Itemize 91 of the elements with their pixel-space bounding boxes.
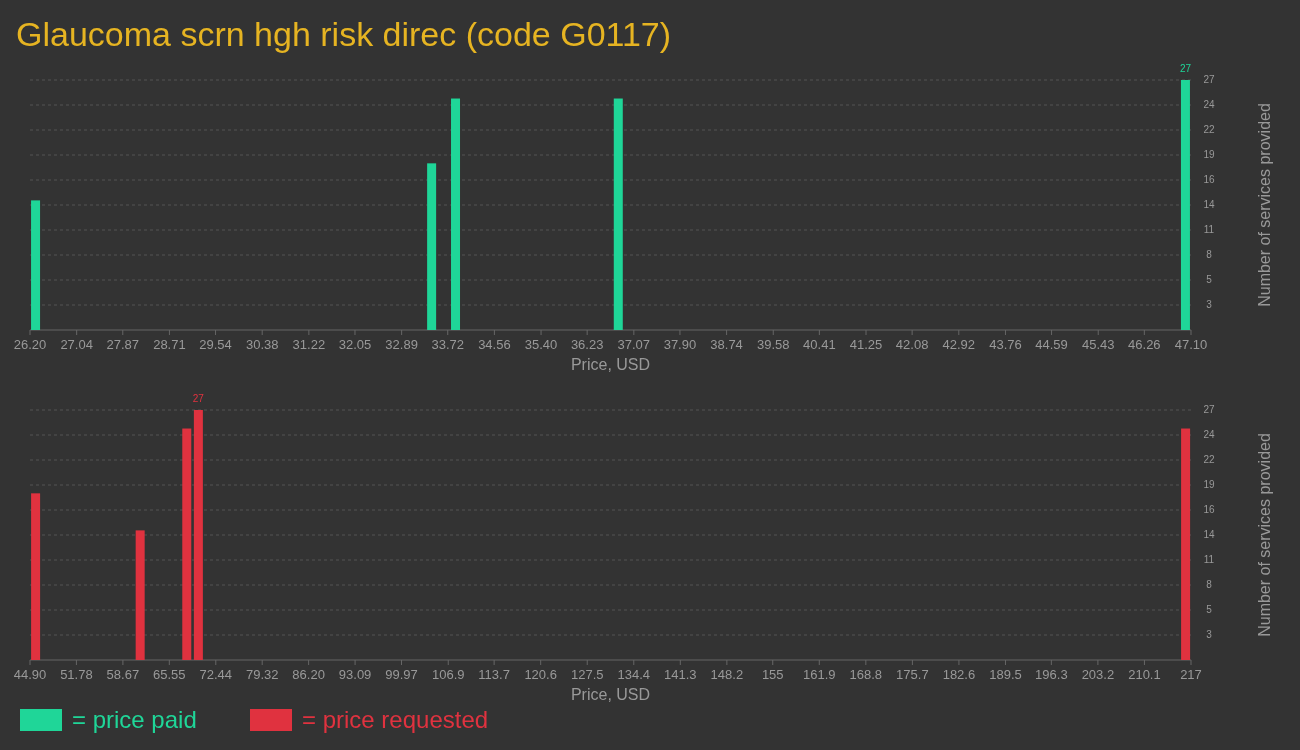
x-tick-label: 189.5	[989, 667, 1022, 682]
x-tick-label: 32.05	[338, 337, 372, 352]
x-tick-label: 196.3	[1035, 667, 1068, 682]
x-tick-label: 155	[761, 667, 784, 682]
y-tick-label: 8	[1206, 579, 1213, 590]
bar	[613, 98, 623, 330]
bar	[427, 163, 437, 330]
x-tick-label: 42.08	[895, 337, 929, 352]
x-tick-label: 65.55	[153, 667, 186, 682]
x-tick-label: 44.59	[1035, 337, 1068, 352]
y-tick-label: 14	[1203, 199, 1215, 210]
bar	[31, 200, 41, 330]
x-tick-label: 27.87	[106, 337, 140, 352]
x-tick-label: 27.04	[60, 337, 93, 352]
y-tick-label: 8	[1206, 249, 1213, 260]
x-tick-label: 37.07	[617, 337, 651, 352]
y-tick-label: 27	[1203, 74, 1215, 85]
x-tick-label: 31.22	[292, 337, 326, 352]
x-tick-label: 58.67	[106, 667, 140, 682]
x-tick-label: 113.7	[478, 667, 510, 682]
text: 27	[1179, 63, 1192, 74]
legend-label: = price requested	[302, 706, 489, 733]
x-tick-label: 86.20	[292, 667, 325, 682]
y-tick-label: 24	[1203, 429, 1215, 440]
bar	[135, 530, 145, 660]
x-tick-label: 45.43	[1081, 337, 1115, 352]
y-tick-label: 3	[1206, 299, 1213, 310]
x-tick-label: 41.25	[849, 337, 883, 352]
legend-label: = price paid	[72, 706, 197, 733]
y-axis-title: Number of services provided	[1256, 103, 1273, 307]
x-tick-label: 34.56	[478, 337, 511, 352]
x-tick-label: 47.10	[1174, 337, 1208, 352]
x-tick-label: 203.2	[1081, 667, 1115, 682]
y-tick-label: 3	[1206, 629, 1213, 640]
x-tick-label: 36.23	[570, 337, 604, 352]
chart-title: Glaucoma scrn hgh risk direc (code G0117)	[16, 15, 672, 53]
y-axis-title: Number of services provided	[1256, 433, 1273, 637]
bar	[451, 98, 461, 330]
x-tick-label: 175.7	[896, 667, 929, 682]
x-axis-title: Price, USD	[570, 686, 651, 703]
x-tick-label: 210.1	[1128, 667, 1161, 682]
y-tick-label: 27	[1203, 404, 1215, 415]
x-tick-label: 32.89	[385, 337, 418, 352]
x-tick-label: 28.71	[153, 337, 186, 352]
x-tick-label: 93.09	[338, 667, 372, 682]
y-tick-label: 11	[1203, 554, 1215, 565]
x-tick-label: 30.38	[245, 337, 279, 352]
x-tick-label: 44.90	[13, 667, 47, 682]
x-tick-label: 106.9	[431, 667, 465, 682]
y-tick-label: 16	[1203, 504, 1215, 515]
y-tick-label: 24	[1203, 99, 1215, 110]
x-tick-label: 120.6	[524, 667, 557, 682]
x-tick-label: 51.78	[60, 667, 93, 682]
bar	[1181, 428, 1191, 660]
x-tick-label: 35.40	[524, 337, 558, 352]
bar	[182, 428, 192, 660]
y-tick-label: 19	[1203, 149, 1215, 160]
x-tick-label: 43.76	[989, 337, 1022, 352]
x-tick-label: 161.9	[803, 667, 836, 682]
x-tick-label: 99.97	[385, 667, 418, 682]
bar	[31, 493, 41, 660]
x-tick-label: 37.90	[663, 337, 697, 352]
x-tick-label: 134.4	[617, 667, 651, 682]
text: 27	[192, 393, 204, 404]
x-tick-label: 40.41	[803, 337, 836, 352]
x-tick-label: 72.44	[199, 667, 233, 682]
x-tick-label: 26.20	[13, 337, 47, 352]
x-tick-label: 141.3	[664, 667, 697, 682]
y-tick-label: 11	[1203, 224, 1215, 235]
x-tick-label: 42.92	[942, 337, 976, 352]
x-tick-label: 38.74	[710, 337, 743, 352]
y-tick-label: 5	[1206, 604, 1213, 615]
x-tick-label: 79.32	[245, 667, 279, 682]
x-tick-label: 127.5	[570, 667, 604, 682]
y-tick-label: 5	[1206, 274, 1213, 285]
x-tick-label: 182.6	[942, 667, 976, 682]
x-tick-label: 148.2	[710, 667, 744, 682]
x-tick-label: 46.26	[1128, 337, 1161, 352]
y-tick-label: 14	[1203, 529, 1215, 540]
x-tick-label: 33.72	[431, 337, 465, 352]
x-tick-label: 168.8	[849, 667, 883, 682]
x-axis-title: Price, USD	[570, 356, 651, 373]
y-tick-label: 22	[1203, 454, 1215, 465]
x-tick-label: 39.58	[756, 337, 790, 352]
y-tick-label: 22	[1203, 124, 1215, 135]
y-tick-label: 19	[1203, 479, 1215, 490]
x-tick-label: 217	[1180, 667, 1202, 682]
bar	[1180, 80, 1190, 330]
y-tick-label: 16	[1203, 174, 1215, 185]
x-tick-label: 29.54	[199, 337, 232, 352]
bar	[193, 410, 203, 660]
